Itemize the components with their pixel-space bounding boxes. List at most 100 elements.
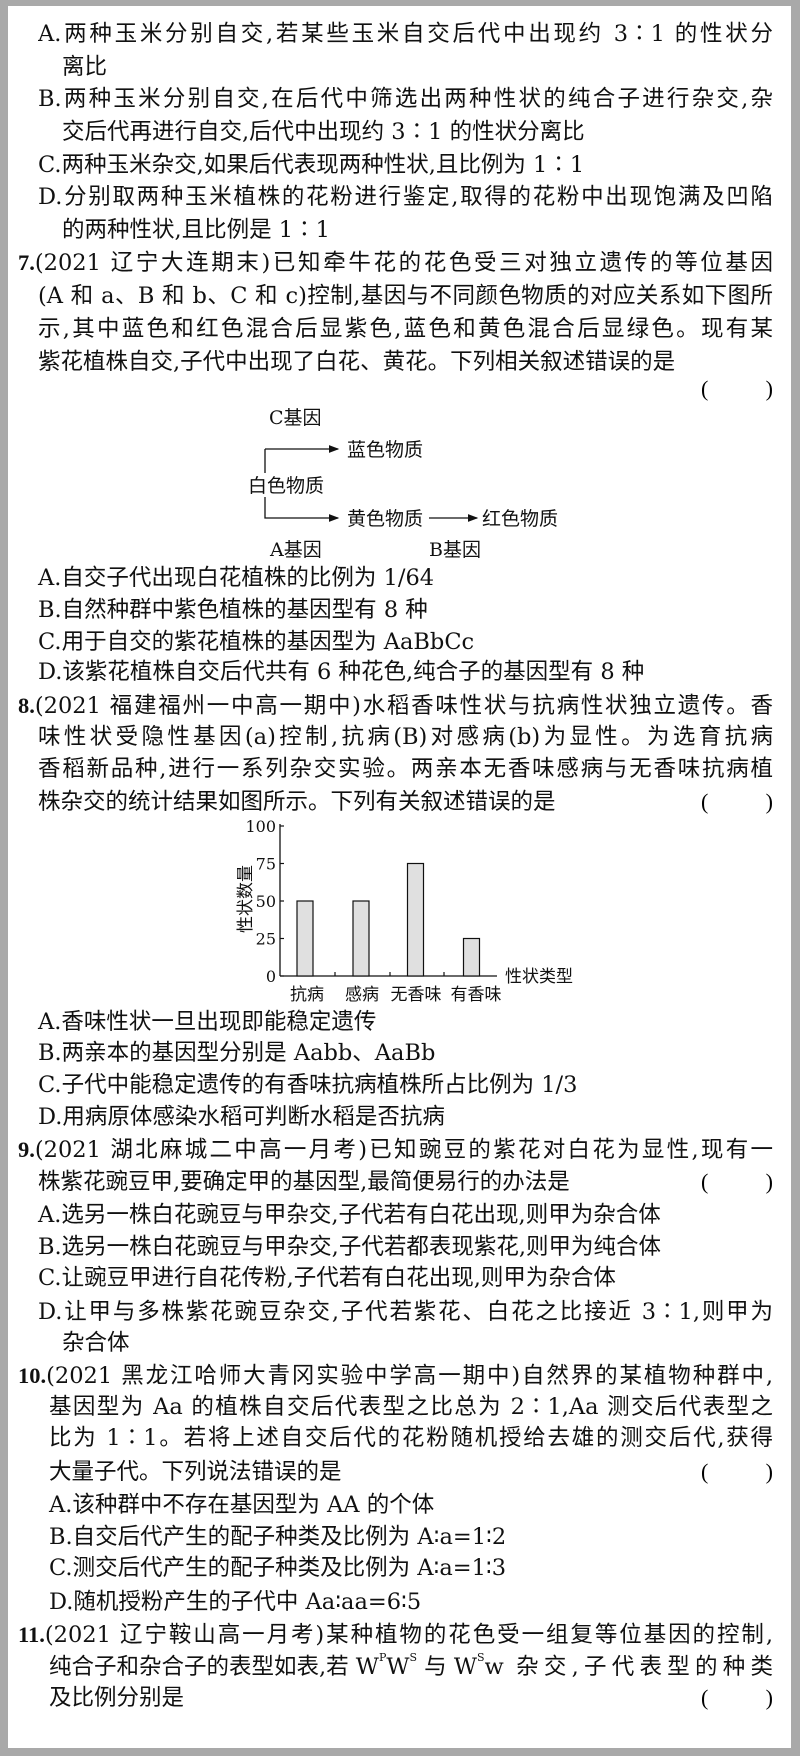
q10-option-b: B.自交后代产生的配子种类及比例为 A∶a=1∶2 xyxy=(49,1524,507,1550)
arrow-to-yellow xyxy=(264,497,340,522)
q10-stem-line3: 比为 1∶1。若将上述自交后代的花粉随机授给去雄的测交后代,获得 xyxy=(49,1425,773,1451)
y-axis-label: 性状数量 xyxy=(236,865,256,933)
x-axis-label: 性状类型 xyxy=(505,967,573,987)
q8-option-a: A.香味性状一旦出现即能稳定遗传 xyxy=(38,1009,377,1035)
q7-text: (2021 辽宁大连期末)已知牵牛花的花色受三对独立遗传的等位基因 xyxy=(34,250,773,276)
q10-stem-line2: 基因型为 Aa 的植株自交后代表型之比总为 2∶1,Aa 测交后代表型之 xyxy=(49,1394,773,1420)
x-tick-label: 无香味 xyxy=(391,985,442,1005)
q8-stem-line3: 香稻新品种,进行一系列杂交实验。两亲本无香味感病与无香味抗病植 xyxy=(38,756,773,782)
q7-stem-line1: 7. (2021 辽宁大连期末)已知牵牛花的花色受三对独立遗传的等位基因 xyxy=(18,247,773,279)
q11-text: (2021 辽宁鞍山高一月考)某种植物的花色受一组复等位基因的控制, xyxy=(44,1622,773,1648)
y-tick-label: 75 xyxy=(256,855,276,874)
q10-option-a: A.该种群中不存在基因型为 AA 的个体 xyxy=(49,1492,435,1518)
q7-stem-line2: (A 和 a、B 和 b、C 和 c)控制,基因与不同颜色物质的对应关系如下图所 xyxy=(38,283,773,309)
q10-stem-line1: 10. (2021 黑龙江哈师大青冈实验中学高一期中)自然界的某植物种群中, xyxy=(18,1360,773,1392)
q6-option-b-cont: 交后代再进行自交,后代中出现约 3∶1 的性状分离比 xyxy=(62,119,585,145)
bar-无香味 xyxy=(406,862,425,977)
q6-option-d: D.分别取两种玉米植株的花粉进行鉴定,取得的花粉中出现饱满及凹陷 xyxy=(38,184,773,210)
q9-answer-blank: () xyxy=(701,1166,773,1198)
question-number: 11. xyxy=(18,1622,45,1647)
q9-option-a: A.选另一株白花豌豆与甲杂交,子代若有白花出现,则甲为杂合体 xyxy=(38,1202,661,1228)
q7-option-c: C.用于自交的紫花植株的基因型为 AaBbCc xyxy=(38,629,475,655)
q7-option-b: B.自然种群中紫色植株的基因型有 8 种 xyxy=(38,597,428,623)
q8-option-b: B.两亲本的基因型分别是 Aabb、AaBb xyxy=(38,1040,436,1066)
q6-option-b: B.两种玉米分别自交,在后代中筛选出两种性状的纯合子进行杂交,杂 xyxy=(38,86,773,112)
bar-有香味 xyxy=(462,937,481,977)
label-blue-substance: 蓝色物质 xyxy=(347,439,423,461)
paren-close: ) xyxy=(765,1459,773,1484)
paren-close: ) xyxy=(765,1169,773,1194)
question-number: 7. xyxy=(18,250,35,275)
q11-answer-blank: () xyxy=(701,1682,773,1714)
paren-close: ) xyxy=(765,789,773,814)
q11-stem-line1: 11. (2021 辽宁鞍山高一月考)某种植物的花色受一组复等位基因的控制, xyxy=(18,1619,773,1651)
q8-stem-line2: 味性状受隐性基因(a)控制,抗病(B)对感病(b)为显性。为选育抗病 xyxy=(38,724,773,750)
q7-option-a: A.自交子代出现白花植株的比例为 1/64 xyxy=(38,565,435,591)
q8-text: (2021 福建福州一中高一期中)水稻香味性状与抗病性状独立遗传。香 xyxy=(34,693,773,719)
q8-stem-line1: 8. (2021 福建福州一中高一期中)水稻香味性状与抗病性状独立遗传。香 xyxy=(18,690,773,722)
bar-chart: 性状数量 性状类型 0 25 50 75 100 抗病 感病 无香味 有香味 xyxy=(236,817,573,1005)
q8-option-d: D.用病原体感染水稻可判断水稻是否抗病 xyxy=(38,1104,445,1130)
q7-stem-line4: 紫花植株自交,子代中出现了白花、黄花。下列相关叙述错误的是 xyxy=(38,349,676,375)
q9-option-b: B.选另一株白花豌豆与甲杂交,子代若都表现紫花,则甲为纯合体 xyxy=(38,1234,661,1260)
paren-open: ( xyxy=(701,376,709,401)
bar-抗病 xyxy=(296,900,314,977)
q9-option-d-cont: 杂合体 xyxy=(62,1330,130,1356)
label-a-gene: A基因 xyxy=(269,539,322,561)
q7-option-d: D.该紫花植株自交后代共有 6 种花色,纯合子的基因型有 8 种 xyxy=(38,659,645,685)
q11-stem-line3: 及比例分别是 xyxy=(49,1685,185,1711)
q11-text-part: 纯合子和杂合子的表型如表,若 W xyxy=(49,1654,379,1680)
page xyxy=(8,6,791,1748)
x-tick-label: 感病 xyxy=(345,985,379,1005)
superscript: S xyxy=(409,1651,418,1664)
q10-stem-line4: 大量子代。下列说法错误的是 xyxy=(49,1459,342,1485)
paren-open: ( xyxy=(701,789,709,814)
q9-text: (2021 湖北麻城二中高一月考)已知豌豆的紫花对白花为显性,现有一 xyxy=(34,1137,773,1163)
q8-option-c: C.子代中能稳定遗传的有香味抗病植株所占比例为 1/3 xyxy=(38,1072,578,1098)
question-number: 10. xyxy=(18,1363,47,1388)
y-tick-label: 50 xyxy=(256,892,276,911)
paren-open: ( xyxy=(701,1685,709,1710)
q9-option-d: D.让甲与多株紫花豌豆杂交,子代若紫花、白花之比接近 3∶1,则甲为 xyxy=(38,1299,773,1325)
q11-text-part: W xyxy=(386,1654,410,1680)
q10-text: (2021 黑龙江哈师大青冈实验中学高一期中)自然界的某植物种群中, xyxy=(46,1363,773,1389)
x-tick-label: 有香味 xyxy=(451,985,502,1005)
bar-感病 xyxy=(352,900,370,977)
y-tick-label: 100 xyxy=(245,817,276,836)
label-yellow-substance: 黄色物质 xyxy=(347,508,423,530)
q10-option-c: C.测交后代产生的配子种类及比例为 A∶a=1∶3 xyxy=(49,1555,507,1581)
question-number: 9. xyxy=(18,1137,35,1162)
label-white-substance: 白色物质 xyxy=(248,475,324,497)
q6-option-a: A.两种玉米分别自交,若某些玉米自交后代中出现约 3∶1 的性状分 xyxy=(38,21,773,47)
q8-stem-line4: 株杂交的统计结果如图所示。下列有关叙述错误的是 xyxy=(38,789,556,815)
paren-close: ) xyxy=(765,376,773,401)
label-b-gene: B基因 xyxy=(429,539,481,561)
y-tick-label: 25 xyxy=(256,930,276,949)
q7-answer-blank: () xyxy=(701,373,773,405)
superscript: P xyxy=(378,1651,387,1664)
pathway-diagram: C基因 蓝色物质 白色物质 黄色物质 红色物质 A基因 B基因 xyxy=(248,407,558,561)
q11-text-part: w 杂交,子代表型的种类 xyxy=(484,1654,773,1680)
label-c-gene: C基因 xyxy=(269,407,322,429)
q11-text-part: 与 W xyxy=(417,1654,477,1680)
question-number: 8. xyxy=(18,693,35,718)
q9-stem-line1: 9. (2021 湖北麻城二中高一月考)已知豌豆的紫花对白花为显性,现有一 xyxy=(18,1134,773,1166)
q8-answer-blank: () xyxy=(701,786,773,818)
y-tick-label: 0 xyxy=(266,967,276,986)
paren-open: ( xyxy=(701,1459,709,1484)
q6-option-d-cont: 的两种性状,且比例是 1∶1 xyxy=(62,217,330,243)
label-red-substance: 红色物质 xyxy=(482,508,558,530)
q6-option-c: C.两种玉米杂交,如果后代表现两种性状,且比例为 1∶1 xyxy=(38,152,585,178)
q7-stem-line3: 示,其中蓝色和红色混合后显紫色,蓝色和黄色混合后显绿色。现有某 xyxy=(38,316,773,342)
superscript: S xyxy=(476,1651,485,1664)
paren-open: ( xyxy=(701,1169,709,1194)
q9-stem-line2: 株紫花豌豆甲,要确定甲的基因型,最简便易行的办法是 xyxy=(38,1169,570,1195)
x-tick-label: 抗病 xyxy=(290,985,324,1005)
q9-option-c: C.让豌豆甲进行自花传粉,子代若有白花出现,则甲为杂合体 xyxy=(38,1265,616,1291)
paren-close: ) xyxy=(765,1685,773,1710)
q10-answer-blank: () xyxy=(701,1456,773,1488)
q6-option-a-cont: 离比 xyxy=(62,54,108,80)
q10-option-d: D.随机授粉产生的子代中 Aa∶aa=6∶5 xyxy=(49,1589,422,1615)
